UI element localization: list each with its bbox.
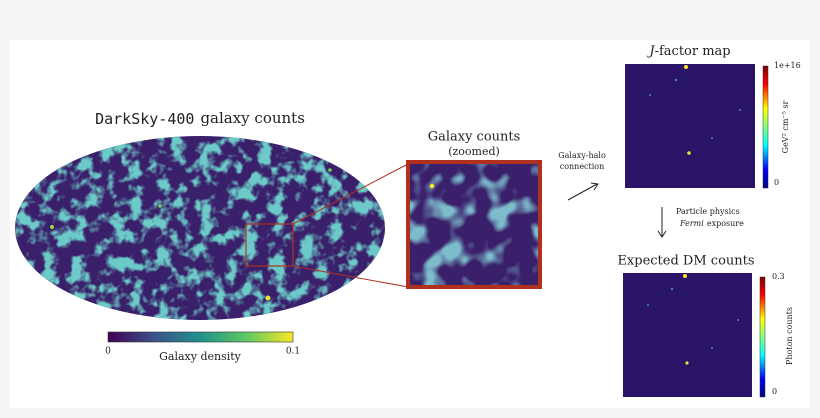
sky-title: DarkSky-400 galaxy counts [95, 109, 305, 128]
arrow [567, 183, 598, 201]
title-rest: galaxy counts [200, 109, 304, 127]
zoom-box [245, 223, 294, 267]
zoom-subtitle: (zoomed) [448, 145, 500, 158]
colorbar-label: GeV² cm⁻⁵ sr [781, 101, 790, 154]
dm-map [623, 273, 752, 397]
title-mono: DarkSky-400 [95, 110, 194, 128]
colorbar-min: 0 [105, 347, 111, 357]
rest-words: exposure [707, 219, 744, 228]
colorbar-min: 0 [772, 387, 777, 396]
step-text: Galaxy-halo [558, 151, 606, 160]
colorbar-label: Galaxy density [159, 350, 242, 363]
colorbar [107, 331, 294, 343]
colorbar-max: 0.3 [772, 272, 785, 281]
zoom-line [292, 163, 409, 225]
sky-map [15, 136, 385, 320]
italic-word: Fermi [679, 219, 704, 228]
colorbar-max: 1e+16 [774, 61, 801, 70]
j-map [625, 64, 755, 188]
step-text: connection [560, 162, 605, 171]
title-rest: -factor map [655, 44, 731, 59]
step-text: Fermi exposure [679, 219, 744, 228]
colorbar-label: Photon counts [785, 307, 794, 365]
j-title: J-factor map [646, 44, 730, 59]
zoom-map [406, 160, 542, 289]
title-italic: J [646, 44, 655, 59]
colorbar [759, 276, 766, 398]
arrow-head [590, 182, 599, 191]
zoom-title: Galaxy counts [428, 130, 521, 145]
dm-title: Expected DM counts [617, 254, 754, 269]
colorbar-max: 0.1 [286, 347, 300, 357]
colorbar [762, 65, 769, 189]
step-text: Particle physics [676, 207, 740, 216]
colorbar-min: 0 [774, 178, 779, 187]
zoom-line [292, 265, 409, 288]
arrow-head [657, 230, 667, 238]
